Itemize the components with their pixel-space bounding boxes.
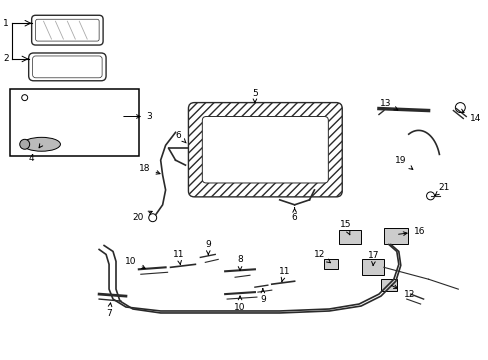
Text: 10: 10 (234, 296, 245, 311)
Text: 6: 6 (291, 208, 297, 222)
Text: 1: 1 (3, 19, 9, 28)
Circle shape (454, 103, 464, 113)
Circle shape (148, 214, 156, 222)
Bar (10, 89, 139, 156)
Text: 13: 13 (380, 99, 397, 110)
Text: 11: 11 (172, 250, 184, 265)
Text: 19: 19 (394, 156, 412, 170)
Text: 8: 8 (237, 255, 243, 270)
Text: 18: 18 (139, 163, 160, 174)
Bar (324, 260, 338, 269)
Text: 14: 14 (459, 109, 481, 123)
Text: 6: 6 (175, 131, 186, 143)
Text: 15: 15 (339, 220, 350, 235)
Bar (380, 279, 396, 291)
Text: 11: 11 (278, 267, 290, 282)
Text: 3: 3 (123, 112, 152, 121)
Circle shape (20, 139, 30, 149)
Text: 5: 5 (251, 89, 257, 103)
Ellipse shape (22, 137, 61, 151)
Text: 16: 16 (398, 227, 424, 236)
Text: 9: 9 (205, 240, 211, 255)
Text: 21: 21 (434, 184, 449, 195)
Text: 20: 20 (132, 211, 152, 222)
Text: 7: 7 (106, 303, 112, 319)
Text: 4: 4 (29, 144, 42, 163)
Bar (383, 228, 407, 243)
Text: 17: 17 (367, 251, 379, 266)
Text: 12: 12 (390, 285, 414, 298)
Circle shape (426, 192, 434, 200)
Text: 10: 10 (125, 257, 145, 269)
Text: 9: 9 (260, 289, 265, 303)
FancyBboxPatch shape (21, 96, 121, 142)
Text: 12: 12 (313, 250, 330, 263)
FancyBboxPatch shape (188, 103, 342, 197)
Text: 2: 2 (3, 54, 9, 63)
FancyBboxPatch shape (202, 117, 327, 183)
Bar (339, 230, 360, 243)
Bar (361, 260, 383, 275)
